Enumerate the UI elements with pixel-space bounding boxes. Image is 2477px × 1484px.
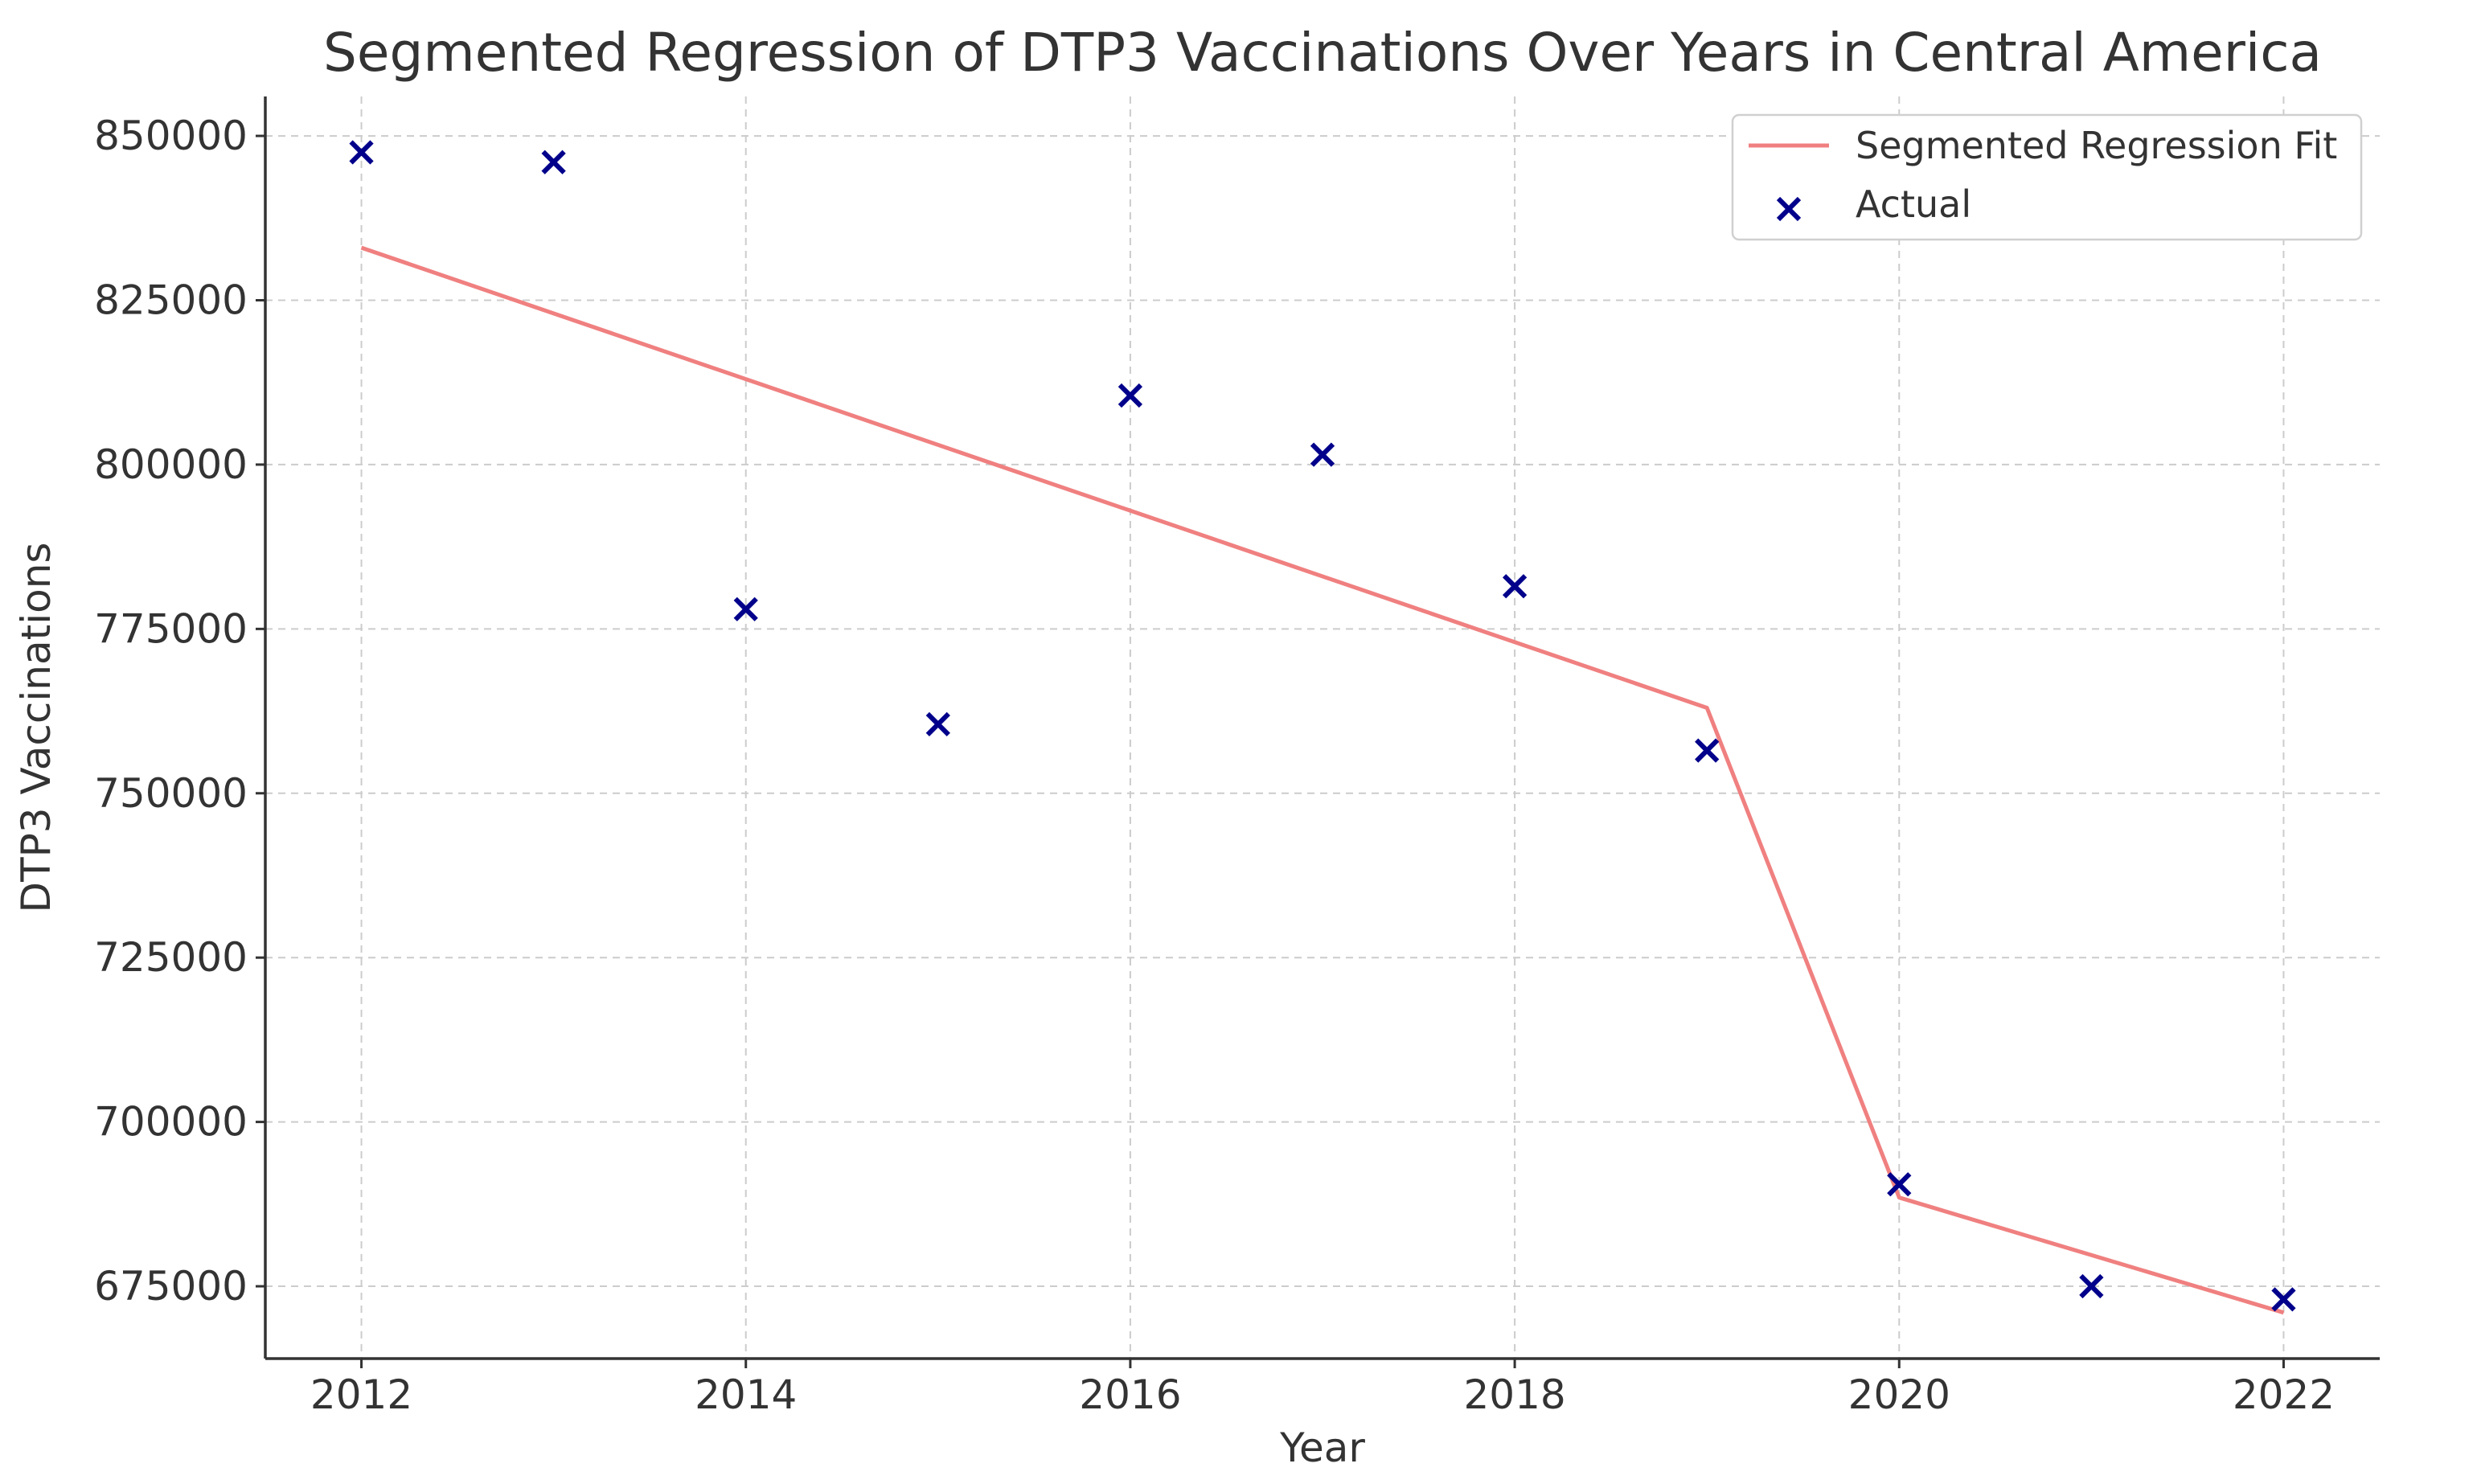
legend-label-actual: Actual (1856, 182, 1971, 226)
data-point-2016 (1118, 383, 1143, 408)
y-axis-ticks: 675000 700000 725000 750000 775000 800000 8250… (94, 113, 265, 1310)
data-point-2012 (349, 140, 374, 165)
x-tick-label: 2018 (1463, 1371, 1565, 1418)
x-tick-label: 2022 (2233, 1371, 2335, 1418)
legend: Segmented Regression Fit Actual (1731, 113, 2363, 241)
x-tick-label: 2012 (310, 1371, 412, 1418)
legend-label-fit: Segmented Regression Fit (1856, 124, 2337, 167)
data-point-2017 (1310, 442, 1335, 467)
legend-box (1731, 113, 2363, 241)
data-point-2020 (1887, 1172, 1912, 1197)
data-point-2022 (2271, 1287, 2296, 1312)
grid (265, 96, 2380, 1359)
regression-fit-line (360, 245, 2285, 1315)
y-tick-label: 750000 (94, 770, 248, 817)
x-tick-label: 2016 (1079, 1371, 1181, 1418)
regression-line-layer (360, 245, 2285, 1315)
y-tick-label: 850000 (94, 113, 248, 159)
data-point-2021 (2079, 1273, 2104, 1299)
chart-title: Segmented Regression of DTP3 Vaccination… (323, 22, 2322, 84)
y-tick-label: 725000 (94, 934, 248, 981)
legend-x-marker (1776, 196, 1802, 222)
y-tick-label: 800000 (94, 441, 248, 488)
data-point-2019 (1695, 738, 1720, 763)
y-axis-label: DTP3 Vaccinations (13, 543, 59, 913)
data-point-2015 (925, 711, 950, 737)
y-tick-label: 775000 (94, 605, 248, 652)
x-tick-label: 2020 (1848, 1371, 1950, 1418)
y-tick-label: 675000 (94, 1263, 248, 1310)
y-tick-label: 825000 (94, 277, 248, 323)
scatter-layer (349, 140, 2296, 1312)
y-tick-label: 700000 (94, 1099, 248, 1146)
x-axis-ticks: 2012 2014 2016 2018 2020 2022 (310, 1359, 2335, 1418)
x-axis-label: Year (1279, 1425, 1365, 1471)
legend-marker-swatch (1776, 196, 1802, 222)
data-point-2013 (541, 150, 566, 174)
data-point-2014 (733, 596, 758, 621)
x-tick-label: 2014 (695, 1371, 797, 1418)
data-point-2018 (1502, 574, 1528, 599)
